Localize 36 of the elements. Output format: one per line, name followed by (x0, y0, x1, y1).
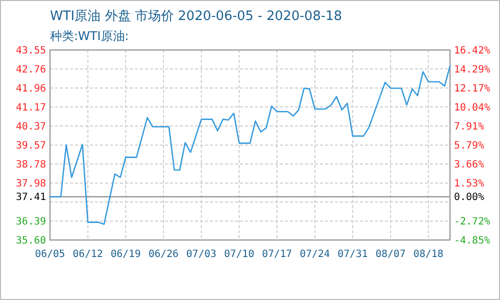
y-tick-label: 41.96 (16, 84, 46, 94)
y2-tick-label: 10.04% (454, 102, 490, 114)
x-tick-label: 08/07 (375, 249, 406, 260)
y-tick-label: 35.60 (16, 236, 46, 246)
y-tick-label: 38.78 (16, 160, 46, 170)
y2-tick-label: 5.79% (454, 140, 484, 152)
y-tick-label: 43.55 (16, 46, 46, 56)
y2-tick-label: 1.53% (454, 178, 484, 190)
y-tick-label: 37.98 (16, 178, 46, 190)
y-tick-label: 37.41 (16, 192, 46, 204)
x-tick-label: 06/05 (34, 249, 66, 260)
x-tick-label: 07/03 (186, 249, 216, 260)
y-tick-label: 42.76 (16, 64, 46, 76)
y-tick-label: 39.57 (16, 140, 46, 152)
x-tick-label: 08/18 (413, 249, 444, 260)
y-tick-label: 40.37 (16, 122, 46, 132)
y2-tick-label: 7.91% (454, 122, 484, 133)
y2-tick-label: -2.72% (454, 216, 490, 228)
chart-title: WTI原油 外盘 市场价 2020-06-05 - 2020-08-18 (50, 9, 342, 24)
chart-subtitle: 种类:WTI原油: (50, 29, 129, 43)
x-tick-label: 07/10 (224, 249, 254, 260)
y2-tick-label: 3.66% (454, 159, 484, 170)
y2-tick-label: 12.17% (454, 83, 490, 94)
y2-tick-label: 14.29% (454, 64, 490, 76)
x-tick-label: 07/17 (262, 249, 292, 260)
y2-tick-label: -4.85% (454, 236, 490, 246)
line-series (49, 65, 451, 225)
y-tick-label: 41.17 (16, 102, 46, 114)
x-tick-label: 07/31 (338, 249, 368, 260)
x-tick-label: 06/19 (110, 249, 141, 260)
x-tick-label: 07/24 (300, 249, 330, 260)
x-tick-label: 06/26 (148, 249, 179, 260)
y2-tick-label: 0.00% (454, 192, 484, 204)
x-tick-label: 06/12 (72, 249, 103, 260)
y2-tick-label: 16.42% (454, 46, 490, 56)
y-tick-label: 36.39 (16, 216, 46, 228)
